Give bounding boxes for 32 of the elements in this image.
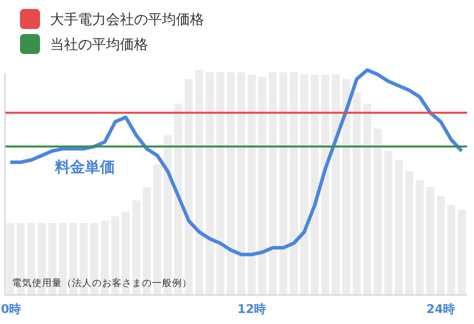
legend-label: 大手電力会社の平均価格	[50, 12, 204, 28]
bar	[426, 187, 434, 295]
x-tick-label: 24時	[426, 302, 456, 316]
bar	[394, 160, 403, 295]
bar	[290, 72, 298, 295]
bar	[279, 72, 288, 295]
bar	[458, 210, 466, 295]
legend-label: 当社の平均価格	[50, 37, 148, 53]
bar	[352, 92, 361, 295]
bar	[248, 74, 256, 295]
bar	[447, 205, 456, 295]
bar	[195, 70, 204, 295]
bar	[416, 180, 424, 295]
bar	[258, 76, 266, 295]
bar	[237, 72, 246, 295]
bar	[142, 187, 151, 295]
bar	[6, 223, 14, 295]
bar	[226, 72, 235, 295]
bar	[436, 196, 445, 295]
series-label: 料金単価	[54, 158, 115, 176]
bar	[374, 128, 382, 295]
x-tick-label: 12時	[237, 302, 266, 316]
bar	[132, 200, 140, 295]
bar	[216, 72, 224, 295]
bar	[405, 171, 414, 295]
bar	[206, 72, 214, 295]
bar	[384, 151, 392, 295]
bar	[268, 72, 277, 295]
series-label: 電気使用量（法人のお客さまの一般例）	[12, 277, 192, 289]
x-tick-label: 0時	[0, 302, 22, 316]
bar	[153, 164, 162, 295]
bar	[363, 104, 372, 295]
